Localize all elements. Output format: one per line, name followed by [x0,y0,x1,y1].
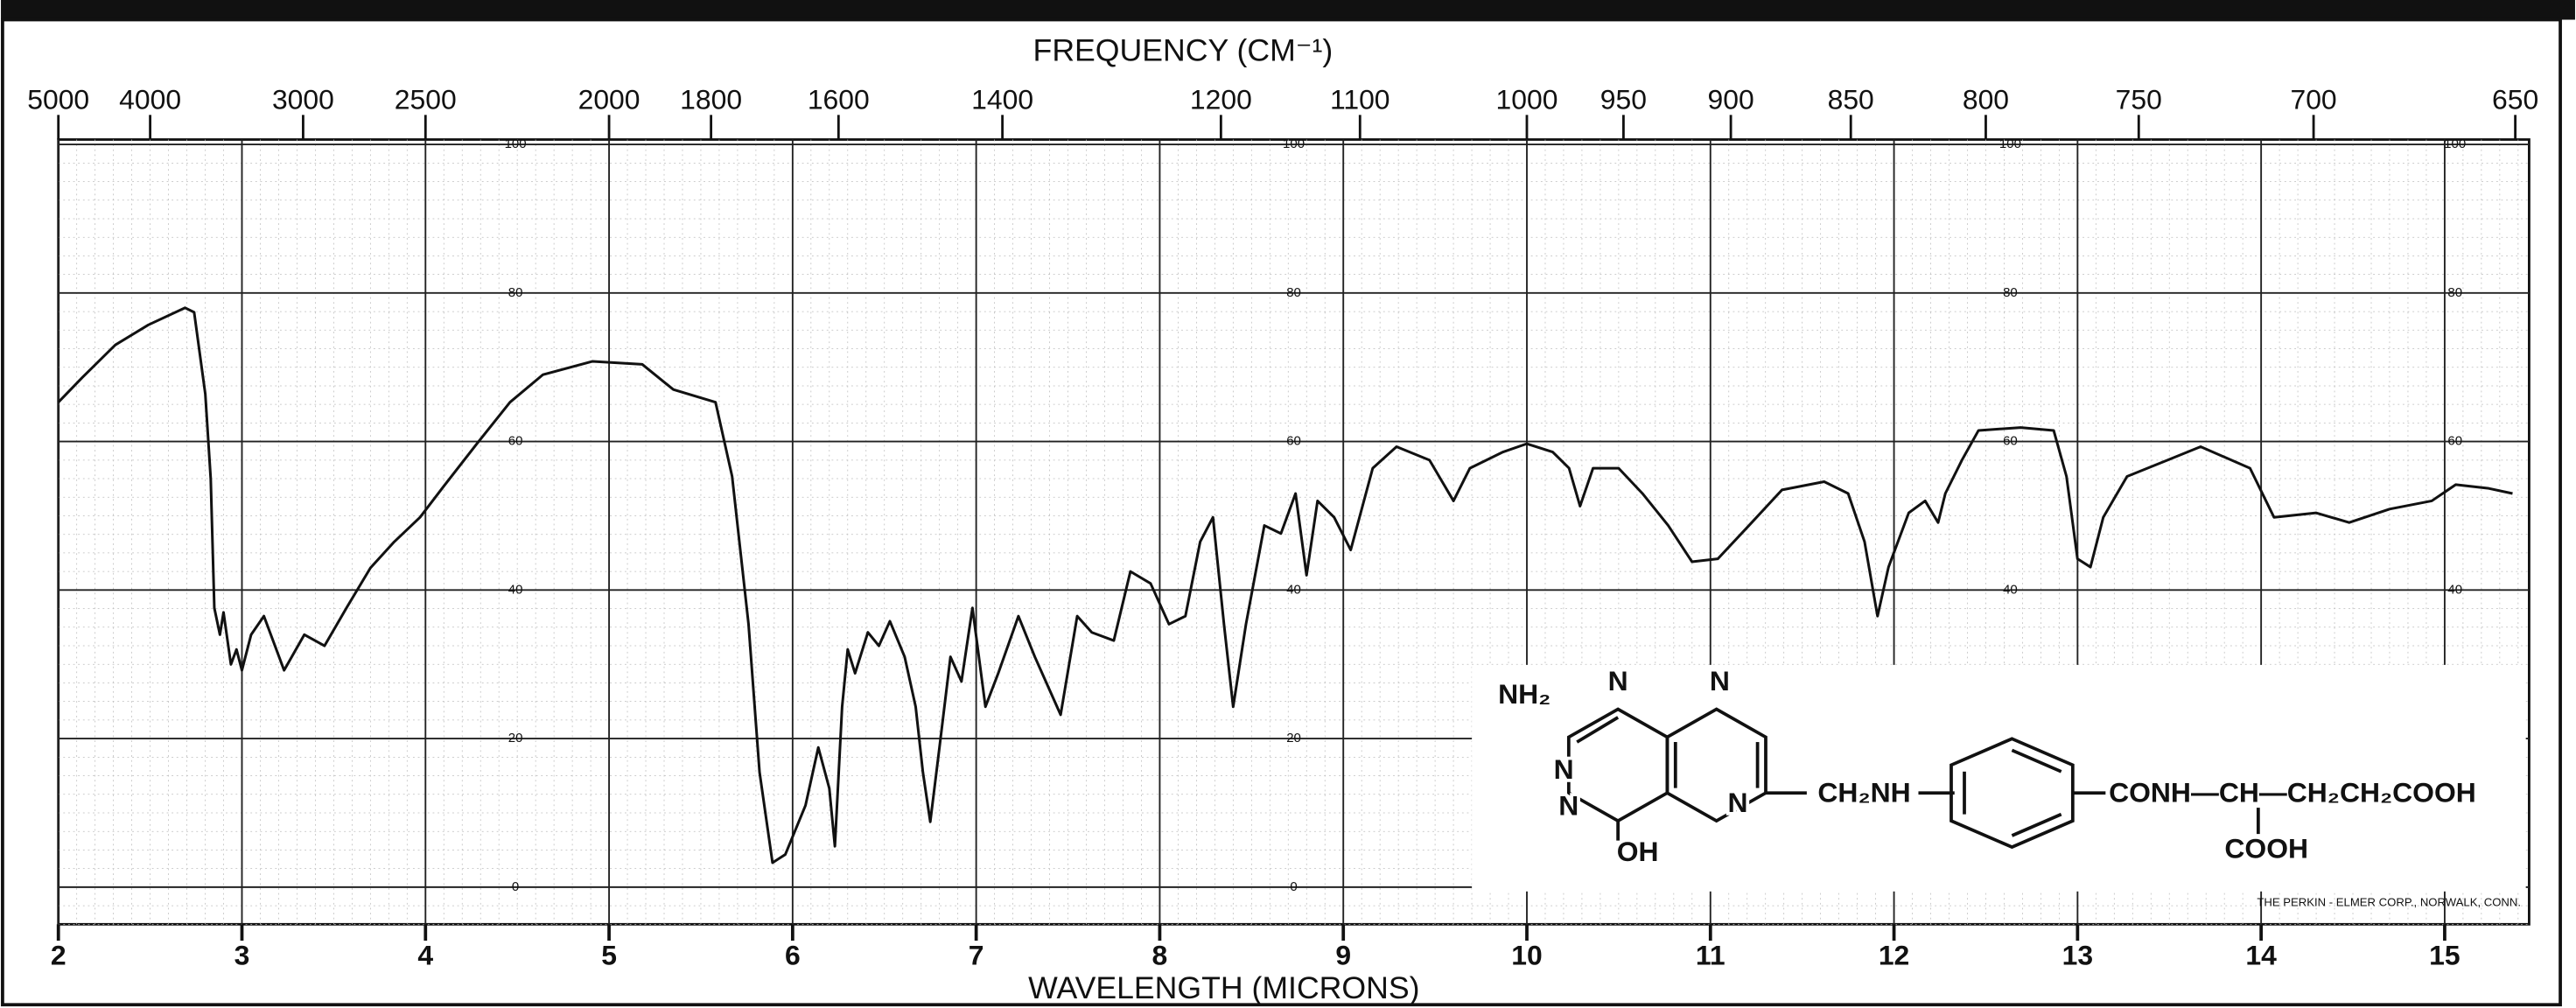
x-tick-label: 15 [2429,939,2460,970]
structure-label: CONH—CH—CH₂CH₂COOH [2109,777,2476,808]
y-tick-label: 20 [508,731,523,746]
x-tick-label: 6 [785,939,801,970]
x2-tick-label: 850 [1828,84,1874,116]
x2-tick-label: 5000 [27,84,89,116]
x2-tick-label: 900 [1707,84,1754,116]
y-tick-label: 80 [2003,285,2018,300]
x2-tick-label: 800 [1963,84,2009,116]
x-tick-label: 11 [1696,939,1726,970]
x2-tick-label: 2500 [395,84,457,116]
y-tick-label: 60 [2447,434,2462,449]
x2-tick-label: 1200 [1190,84,1252,116]
credit: THE PERKIN - ELMER CORP., NORWALK, CONN. [2257,895,2521,908]
x-tick-label: 2 [51,939,66,970]
y-tick-label: 100 [2444,136,2466,151]
x-tick-label: 12 [1879,939,1909,970]
x-tick-label: 10 [1511,939,1542,970]
y-tick-label: 60 [2003,434,2018,449]
structure-label: NH₂ [1498,678,1550,710]
x-tick-label: 7 [969,939,984,970]
x-tick-label: 8 [1152,939,1168,970]
structure-label: N [1558,790,1578,822]
structure-background [1472,664,2526,892]
x-tick-label: 14 [2245,939,2277,970]
y-tick-label: 40 [1286,582,1301,597]
frequency-axis-title: FREQUENCY (CM⁻¹) [1033,32,1334,67]
y-tick-label: 60 [1286,434,1301,449]
x2-tick-label: 650 [2492,84,2538,116]
y-tick-label: 100 [1283,136,1305,151]
x2-tick-label: 1100 [1330,84,1390,116]
y-tick-label: 60 [508,434,523,449]
x2-tick-label: 1800 [680,84,742,116]
y-tick-label: 0 [1290,879,1297,894]
structure-label: N [1608,665,1628,696]
structure-label: N [1554,753,1574,785]
structure-label: N [1728,787,1748,818]
frame [1,18,2562,1007]
x2-tick-label: 4000 [119,84,181,116]
structure-label: N [1710,665,1730,696]
x-tick-label: 13 [2062,939,2093,970]
x2-tick-label: 1400 [971,84,1033,116]
x2-tick-label: 1000 [1496,84,1558,116]
y-tick-label: 40 [2447,582,2462,597]
x2-tick-label: 3000 [272,84,334,116]
y-tick-label: 40 [2003,582,2018,597]
x2-tick-label: 1600 [808,84,870,116]
x-tick-label: 5 [601,939,617,970]
y-tick-label: 20 [1286,731,1301,746]
x2-tick-label: 750 [2116,84,2162,116]
x-tick-label: 4 [417,939,433,970]
y-tick-label: 40 [508,582,523,597]
x-tick-label: 3 [234,939,250,970]
y-tick-label: 80 [2447,285,2462,300]
x2-tick-label: 2000 [578,84,640,116]
structure-label: OH [1617,836,1659,867]
x2-tick-label: 950 [1600,84,1647,116]
structure-label: CH₂NH [1817,777,1910,808]
structure-bonds [1566,707,2260,850]
top-bar [1,0,2575,20]
y-tick-label: 0 [512,879,519,894]
y-tick-label: 100 [505,136,527,151]
y-tick-label: 100 [1999,136,2021,151]
structure-label: COOH [2224,832,2308,864]
y-tick-label: 80 [508,285,523,300]
y-tick-label: 80 [1286,285,1301,300]
x-tick-label: 9 [1335,939,1351,970]
x2-tick-label: 700 [2290,84,2336,116]
spectrum-line [57,306,2513,864]
x-axis-title: WAVELENGTH (MICRONS) [1028,970,1419,1005]
